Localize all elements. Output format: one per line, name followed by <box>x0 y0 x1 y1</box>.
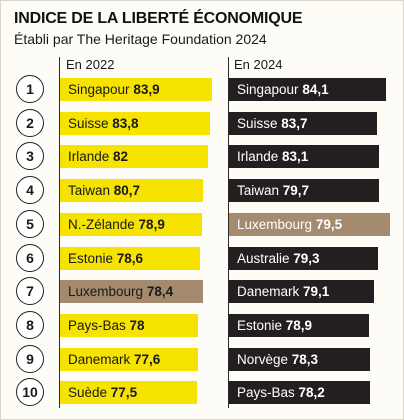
bar-2024-9: Norvège 78,3 <box>229 347 370 371</box>
score-value: 78 <box>129 317 145 333</box>
score-value: 84,1 <box>302 82 329 97</box>
rank-badge: 7 <box>16 277 44 306</box>
bar-2022-7: Luxembourg 78,4 <box>60 280 203 304</box>
country-label: Irlande <box>68 149 114 165</box>
rank-badge: 6 <box>16 243 44 272</box>
axis-line-2022 <box>59 57 60 408</box>
country-label: Suisse <box>237 115 282 131</box>
bar-2024-1: Singapour 84,1 <box>229 78 386 101</box>
country-label: Estonie <box>68 250 117 266</box>
country-label: Estonie <box>237 317 286 333</box>
chart-subtitle: Établi par The Heritage Foundation 2024 <box>14 31 267 47</box>
score-value: 78,6 <box>116 250 144 266</box>
country-label: Danemark <box>68 351 135 367</box>
bar-2024-10: Pays-Bas 78,2 <box>229 381 370 405</box>
bar-2022-5: N.-Zélande 78,9 <box>60 212 202 236</box>
bar-2024-3: Irlande 83,1 <box>229 145 379 169</box>
score-value: 78,9 <box>285 317 313 333</box>
country-label: Suisse <box>68 115 113 131</box>
score-value: 78,2 <box>298 385 325 401</box>
score-value: 78,3 <box>291 351 319 367</box>
score-value: 80,7 <box>113 183 141 199</box>
country-label: Luxembourg <box>237 216 316 232</box>
bar-2022-6: Estonie 78,6 <box>60 246 200 270</box>
bar-2022-8: Pays-Bas 78 <box>60 313 198 337</box>
bar-2022-1: Singapour 83,9 <box>60 78 212 101</box>
rank-badge: 9 <box>16 344 44 373</box>
bar-2022-2: Suisse 83,8 <box>60 111 210 135</box>
axis-line-2024 <box>228 57 229 408</box>
bar-2024-2: Suisse 83,7 <box>229 111 377 135</box>
score-value: 79,7 <box>282 183 310 199</box>
country-label: Suède <box>68 385 111 401</box>
country-label: Irlande <box>237 149 283 165</box>
score-value: 83,7 <box>281 115 308 131</box>
country-label: Taiwan <box>68 183 114 199</box>
score-value: 83,9 <box>133 82 160 97</box>
score-value: 83,8 <box>112 115 139 131</box>
column-header-2022: En 2022 <box>66 57 115 72</box>
country-label: Norvège <box>237 351 292 367</box>
country-label: Pays-Bas <box>68 317 130 333</box>
bar-2022-9: Danemark 77,6 <box>60 347 198 371</box>
score-value: 77,6 <box>134 351 161 367</box>
bar-2024-5: Luxembourg 79,5 <box>229 212 390 236</box>
country-label: Luxembourg <box>68 284 147 300</box>
score-value: 78,4 <box>146 284 174 300</box>
bar-2024-6: Australie 79,3 <box>229 246 378 270</box>
score-value: 82 <box>113 149 129 165</box>
country-label: N.-Zélande <box>68 216 139 232</box>
rank-badge: 1 <box>16 75 44 103</box>
score-value: 77,5 <box>110 385 138 401</box>
country-label: Singapour <box>237 82 303 97</box>
column-header-2024: En 2024 <box>234 57 283 72</box>
bar-2024-8: Estonie 78,9 <box>229 313 369 337</box>
score-value: 79,3 <box>293 250 320 266</box>
bar-2024-4: Taiwan 79,7 <box>229 179 379 203</box>
rank-badge: 10 <box>16 378 44 407</box>
country-label: Taiwan <box>237 183 283 199</box>
rank-badge: 2 <box>16 108 44 137</box>
country-label: Danemark <box>237 284 304 300</box>
score-value: 79,5 <box>315 216 343 232</box>
bar-2022-10: Suède 77,5 <box>60 381 197 405</box>
country-label: Australie <box>237 250 294 266</box>
rank-badge: 8 <box>16 310 44 339</box>
score-value: 79,1 <box>303 284 330 300</box>
rank-badge: 5 <box>16 209 44 238</box>
score-value: 83,1 <box>282 149 309 165</box>
bar-2024-7: Danemark 79,1 <box>229 280 374 304</box>
rank-badge: 3 <box>16 142 44 171</box>
rank-badge: 4 <box>16 176 44 205</box>
bar-2022-4: Taiwan 80,7 <box>60 179 203 203</box>
chart-title: INDICE DE LA LIBERTÉ ÉCONOMIQUE <box>14 10 303 27</box>
country-label: Pays-Bas <box>237 385 299 401</box>
country-label: Singapour <box>68 82 134 97</box>
bar-2022-3: Irlande 82 <box>60 145 208 169</box>
score-value: 78,9 <box>138 216 165 232</box>
